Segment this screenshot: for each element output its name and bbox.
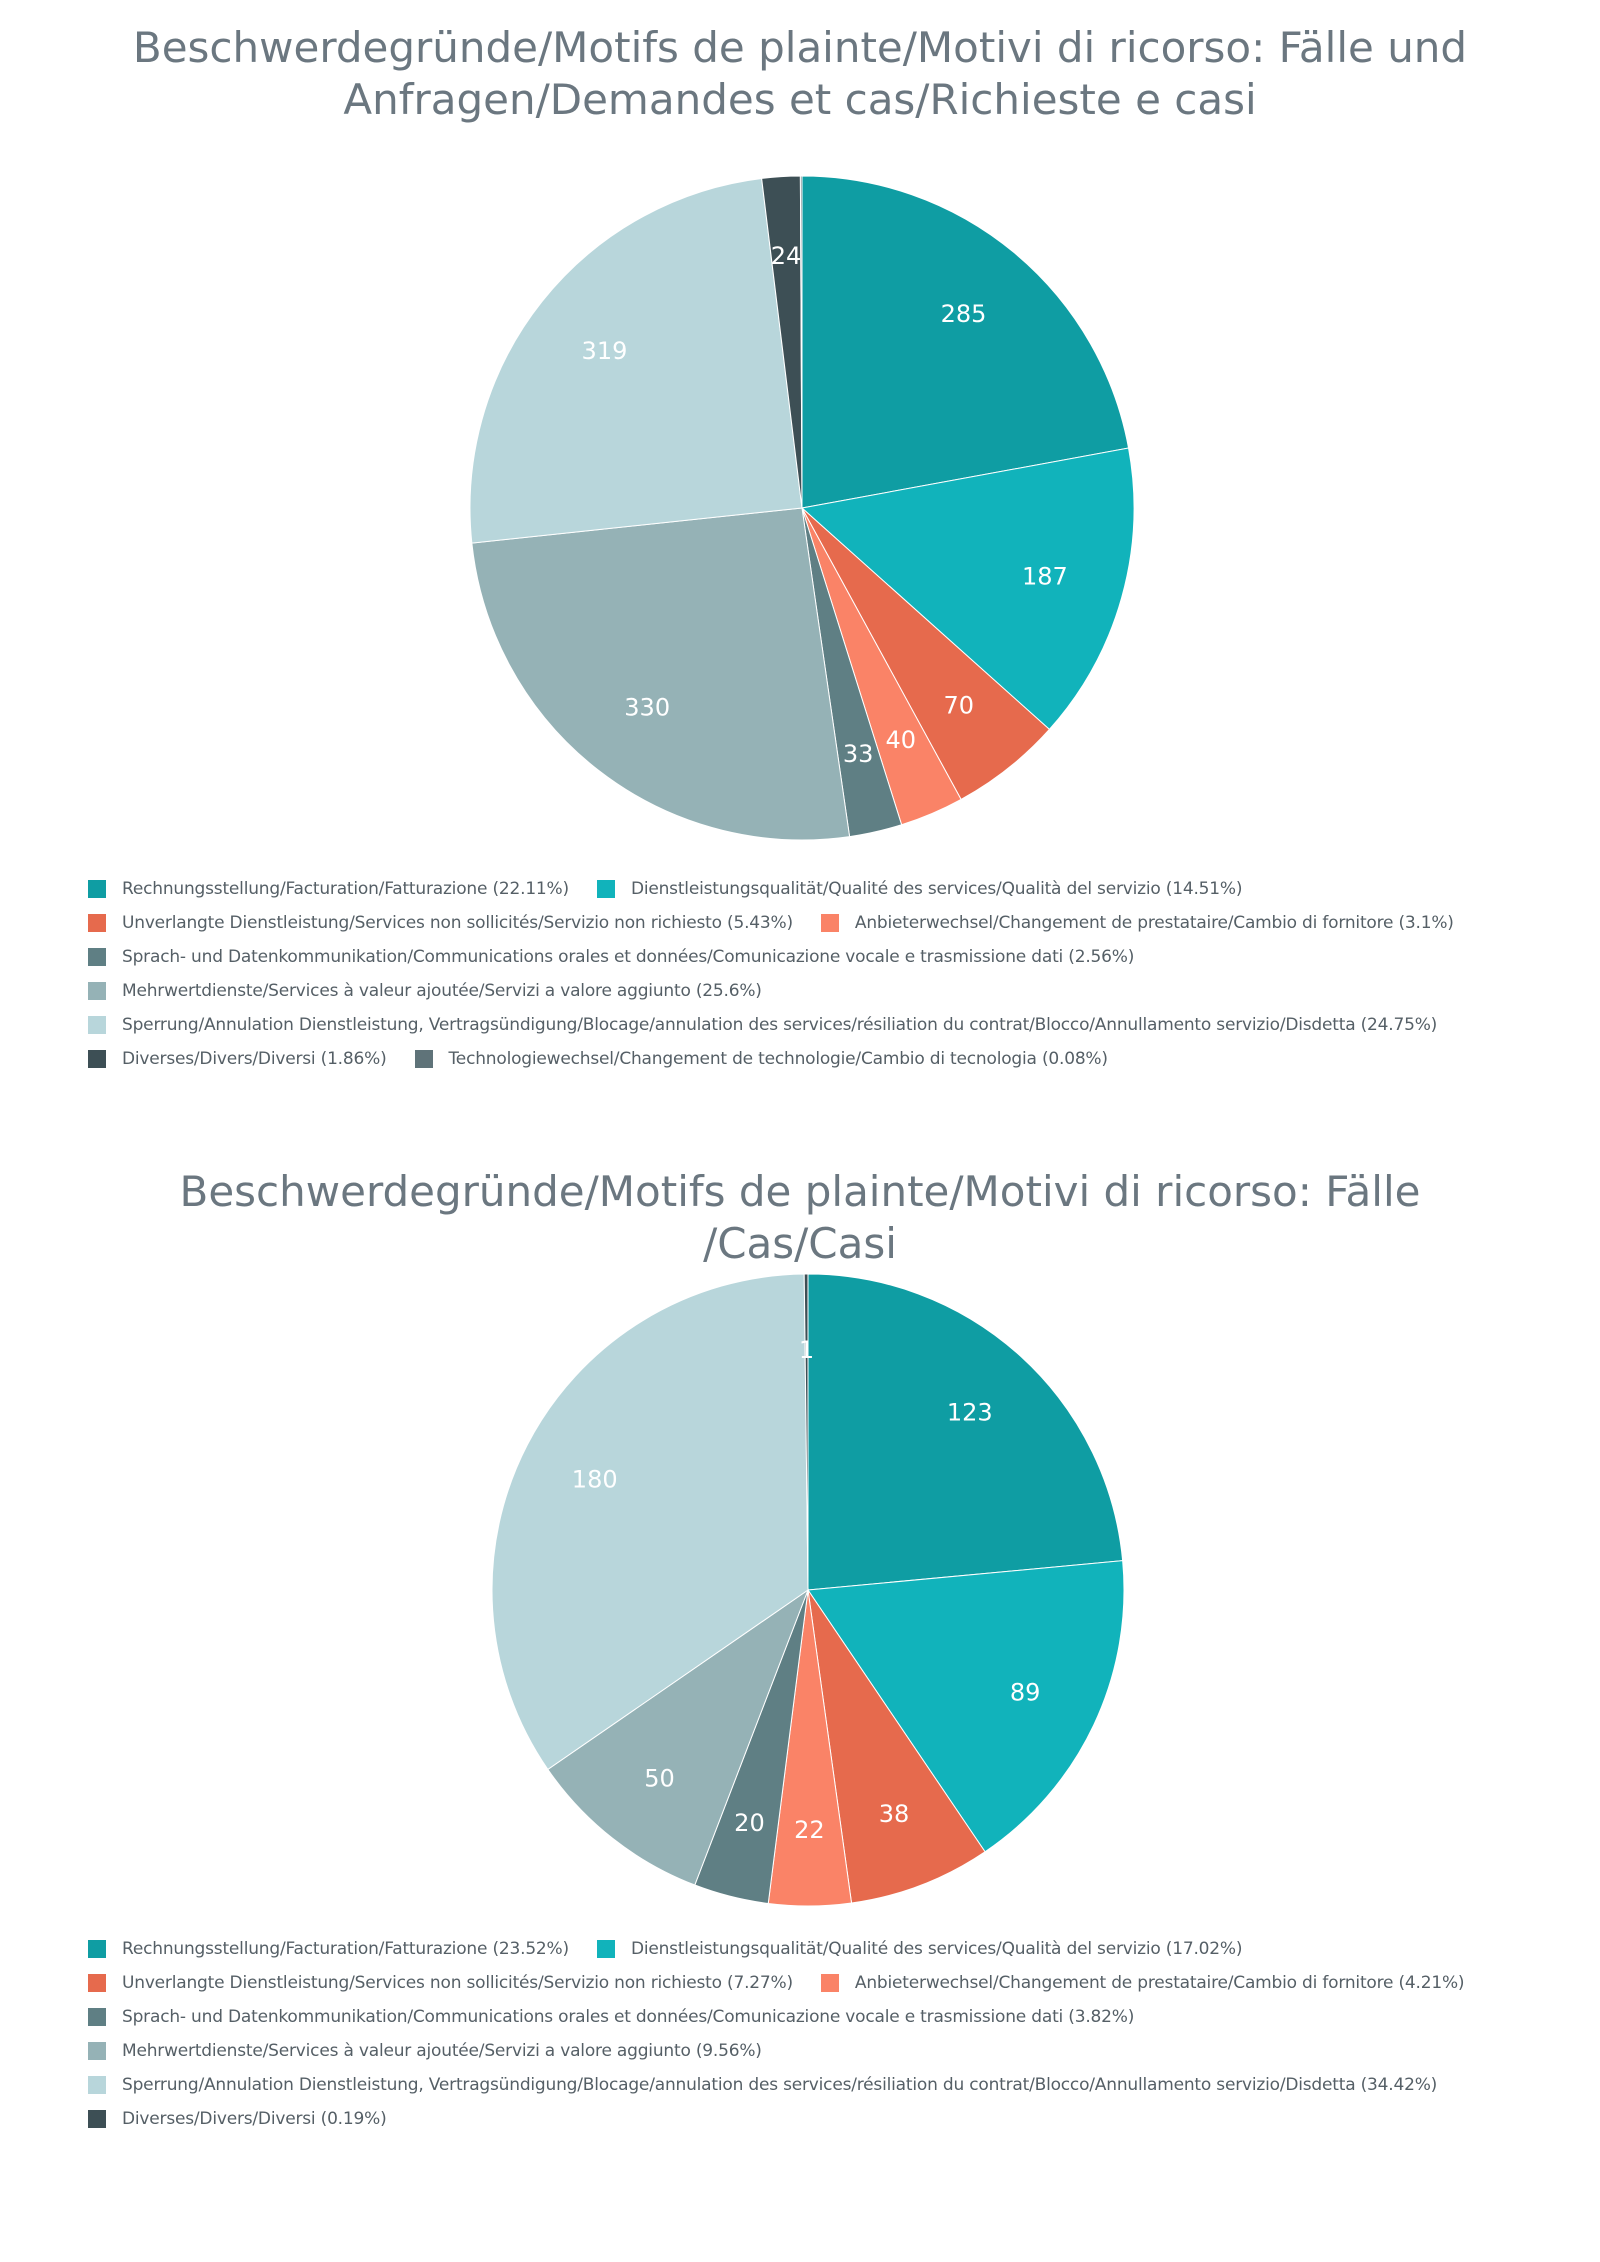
legend-swatch	[88, 914, 106, 932]
slice-data-label: 20	[734, 1809, 765, 1837]
legend: Rechnungsstellung/Facturation/Fatturazio…	[88, 872, 1548, 1076]
legend-item[interactable]: Anbieterwechsel/Changement de prestatair…	[820, 913, 1454, 933]
legend-swatch	[88, 1974, 106, 1992]
legend-label: Dienstleistungsqualität/Qualité des serv…	[630, 879, 1243, 899]
pie-chart-1: Beschwerdegründe/Motifs de plainte/Motiv…	[0, 0, 1600, 1100]
pie-slice[interactable]	[471, 507, 851, 841]
legend-label: Sperrung/Annulation Dienstleistung, Vert…	[122, 1015, 1438, 1035]
legend-row: Sperrung/Annulation Dienstleistung, Vert…	[88, 2068, 1548, 2102]
legend-item[interactable]: Unverlangte Dienstleistung/Services non …	[88, 913, 793, 933]
legend-row: Sprach- und Datenkommunikation/Communica…	[88, 2000, 1548, 2034]
legend-row: Sperrung/Annulation Dienstleistung, Vert…	[88, 1008, 1548, 1042]
legend-swatch	[88, 1940, 106, 1958]
legend: Rechnungsstellung/Facturation/Fatturazio…	[88, 1932, 1548, 2136]
chart-title: Beschwerdegründe/Motifs de plainte/Motiv…	[179, 1167, 1421, 1268]
legend-label: Anbieterwechsel/Changement de prestatair…	[854, 913, 1454, 933]
slice-data-label: 70	[943, 692, 974, 720]
legend-swatch	[596, 880, 615, 898]
pie-slice[interactable]	[491, 1273, 809, 1771]
legend-item[interactable]: Diverses/Divers/Diversi (0.19%)	[88, 2109, 387, 2129]
pie-slice[interactable]	[469, 177, 803, 544]
legend-swatch	[596, 1940, 615, 1958]
legend-item[interactable]: Mehrwertdienste/Services à valeur ajouté…	[88, 981, 762, 1001]
slice-data-label: 1	[799, 1336, 814, 1364]
legend-swatch	[88, 2042, 106, 2060]
pie-svg: 285 187 70 40 33 330 319 24	[469, 175, 1135, 841]
legend-label: Technologiewechsel/Changement de technol…	[448, 1049, 1109, 1069]
legend-row: Sprach- und Datenkommunikation/Communica…	[88, 940, 1548, 974]
pie-slice[interactable]	[547, 1588, 810, 1886]
legend-swatch	[820, 914, 839, 932]
slice-data-label: 22	[794, 1816, 825, 1844]
legend-item[interactable]: Sperrung/Annulation Dienstleistung, Vert…	[88, 1015, 1437, 1035]
legend-row: Mehrwertdienste/Services à valeur ajouté…	[88, 2034, 1548, 2068]
chart-title: Beschwerdegründe/Motifs de plainte/Motiv…	[132, 23, 1468, 124]
legend-label: Rechnungsstellung/Facturation/Fatturazio…	[122, 1939, 569, 1959]
pie-slice[interactable]	[807, 1589, 986, 1904]
legend-swatch	[88, 2110, 106, 2128]
legend-item[interactable]: Technologiewechsel/Changement de technol…	[414, 1049, 1109, 1069]
slice-data-label: 33	[843, 740, 874, 768]
legend-item[interactable]: Anbieterwechsel/Changement de prestatair…	[820, 1973, 1465, 1993]
legend-item[interactable]: Rechnungsstellung/Facturation/Fatturazio…	[88, 879, 569, 899]
slice-data-label: 285	[941, 300, 987, 328]
legend-swatch	[820, 1974, 839, 1992]
legend-swatch	[88, 2008, 106, 2026]
legend-label: Diverses/Divers/Diversi (0.19%)	[122, 2109, 387, 2129]
pie-slice[interactable]	[800, 447, 1135, 731]
pie-chart-2: Beschwerdegründe/Motifs de plainte/Motiv…	[0, 1100, 1600, 2260]
pie-slice[interactable]	[807, 1560, 1125, 1853]
slice-data-label: 38	[879, 1800, 910, 1828]
legend-swatch	[88, 1016, 106, 1034]
legend-row: Diverses/Divers/Diversi (1.86%) Technolog…	[88, 1042, 1548, 1076]
legend-swatch	[88, 2076, 106, 2094]
slice-data-label: 330	[624, 693, 670, 721]
legend-label: Unverlangte Dienstleistung/Services non …	[122, 1973, 793, 1993]
pie-slice[interactable]	[801, 175, 1130, 509]
legend-label: Rechnungsstellung/Facturation/Fatturazio…	[122, 879, 569, 899]
legend-row: Unverlangte Dienstleistung/Services non …	[88, 906, 1548, 940]
slice-data-label: 319	[582, 337, 628, 365]
legend-label: Sprach- und Datenkommunikation/Communica…	[122, 947, 1135, 967]
pie-slice[interactable]	[799, 175, 803, 509]
legend-label: Sprach- und Datenkommunikation/Communica…	[122, 2007, 1135, 2027]
legend-label: Mehrwertdienste/Services à valeur ajouté…	[122, 2041, 762, 2061]
legend-item[interactable]: Dienstleistungsqualität/Qualité des serv…	[596, 1939, 1243, 1959]
legend-label: Unverlangte Dienstleistung/Services non …	[122, 913, 793, 933]
legend-label: Sperrung/Annulation Dienstleistung, Vert…	[122, 2075, 1438, 2095]
pie-svg: 123 89 38 22 20 50 180 1	[491, 1273, 1125, 1907]
pie-slice[interactable]	[803, 1273, 809, 1591]
legend-item[interactable]: Diverses/Divers/Diversi (1.86%)	[88, 1049, 387, 1069]
slice-data-label: 40	[885, 726, 916, 754]
slice-data-label: 187	[1022, 562, 1068, 590]
legend-item[interactable]: Sprach- und Datenkommunikation/Communica…	[88, 2007, 1134, 2027]
legend-item[interactable]: Sperrung/Annulation Dienstleistung, Vert…	[88, 2075, 1437, 2095]
legend-label: Anbieterwechsel/Changement de prestatair…	[854, 1973, 1465, 1993]
legend-swatch	[88, 1050, 106, 1068]
legend-row: Rechnungsstellung/Facturation/Fatturazio…	[88, 872, 1548, 906]
legend-item[interactable]: Rechnungsstellung/Facturation/Fatturazio…	[88, 1939, 569, 1959]
legend-label: Diverses/Divers/Diversi (1.86%)	[122, 1049, 387, 1069]
legend-swatch	[88, 880, 106, 898]
legend-item[interactable]: Mehrwertdienste/Services à valeur ajouté…	[88, 2041, 762, 2061]
legend-row: Diverses/Divers/Diversi (0.19%)	[88, 2102, 1548, 2136]
slice-data-label: 50	[644, 1765, 675, 1793]
pie-slice[interactable]	[807, 1273, 1124, 1591]
legend-label: Mehrwertdienste/Services à valeur ajouté…	[122, 981, 762, 1001]
legend-swatch	[88, 948, 106, 966]
legend-label: Dienstleistungsqualität/Qualité des serv…	[630, 1939, 1243, 1959]
slice-data-label: 24	[771, 242, 802, 270]
legend-row: Mehrwertdienste/Services à valeur ajouté…	[88, 974, 1548, 1008]
legend-swatch	[88, 982, 106, 1000]
slice-data-label: 180	[572, 1466, 618, 1494]
legend-row: Rechnungsstellung/Facturation/Fatturazio…	[88, 1932, 1548, 1966]
legend-row: Unverlangte Dienstleistung/Services non …	[88, 1966, 1548, 2000]
legend-swatch	[414, 1050, 433, 1068]
slice-data-label: 89	[1010, 1679, 1041, 1707]
legend-item[interactable]: Sprach- und Datenkommunikation/Communica…	[88, 947, 1134, 967]
legend-item[interactable]: Dienstleistungsqualität/Qualité des serv…	[596, 879, 1243, 899]
legend-item[interactable]: Unverlangte Dienstleistung/Services non …	[88, 1973, 793, 1993]
slice-data-label: 123	[947, 1398, 993, 1426]
